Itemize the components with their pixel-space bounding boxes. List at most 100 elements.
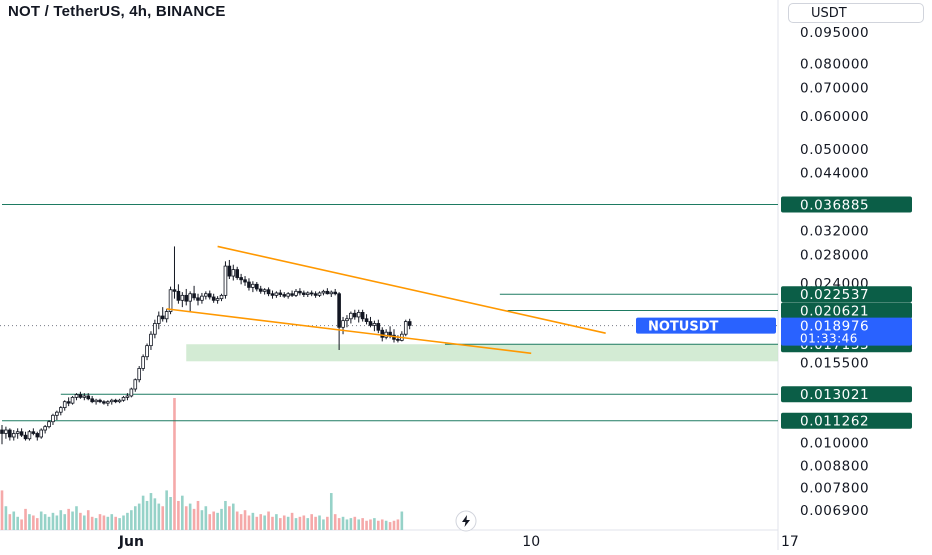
price-tick-label: 0.070000 (800, 81, 869, 97)
volume-bar (90, 516, 94, 530)
volume-bar (349, 518, 353, 530)
candle-body (349, 312, 353, 320)
price-tick-label: 0.044000 (800, 165, 869, 181)
candle-body (168, 289, 173, 312)
price-tick-label: 0.028000 (800, 248, 869, 264)
volume-bar (169, 497, 172, 530)
volume-bar (235, 511, 239, 530)
volume-bar (106, 516, 110, 530)
volume-bar (251, 512, 255, 530)
volume-bar (181, 495, 184, 530)
candle-body (305, 292, 310, 295)
candle-body (345, 318, 349, 322)
volume-bar (161, 506, 165, 530)
candle-body (106, 401, 110, 404)
price-tick-label: 0.060000 (800, 109, 869, 125)
candle-body (145, 345, 149, 358)
volume-bar (267, 511, 270, 530)
candle-body (380, 329, 385, 338)
candle-body (321, 290, 326, 294)
candle-body (109, 399, 114, 403)
volume-bar (173, 398, 176, 530)
candle-body (172, 289, 177, 292)
volume-bar (122, 515, 125, 530)
candle-body (86, 395, 91, 400)
candle-body (70, 396, 75, 404)
candle-body (258, 288, 263, 292)
level-price-label: 0.013021 (800, 387, 869, 403)
candle-body (204, 293, 208, 297)
candle-body (352, 312, 357, 318)
volume-bar (384, 520, 388, 530)
candle-body (211, 296, 216, 301)
candle-body (254, 283, 259, 290)
volume-bar (228, 506, 231, 530)
volume-bar (0, 490, 4, 530)
candle-body (125, 395, 130, 398)
volume-bar (157, 503, 161, 530)
candle-body (4, 429, 8, 434)
level-price-label-bg (781, 286, 912, 303)
volume-bar (126, 512, 129, 530)
volume-bar (43, 514, 47, 530)
symbol-label-bg (636, 317, 776, 334)
volume-bar (286, 516, 290, 530)
candle-body (329, 291, 334, 295)
level-price-label: 0.036885 (800, 197, 869, 213)
candle-body (129, 388, 134, 397)
candle-body (94, 399, 98, 403)
candle-body (113, 399, 118, 403)
candle-body (19, 431, 24, 436)
volume-bar (290, 512, 294, 530)
candle-body (219, 294, 224, 300)
volume-bar (337, 518, 341, 530)
volume-bar (12, 511, 16, 530)
candle-body (247, 281, 251, 288)
volume-bar (392, 520, 396, 530)
volume-bar (239, 514, 243, 530)
volume-bar (114, 516, 117, 530)
volume-bar (318, 515, 321, 530)
candle-body (121, 396, 126, 401)
candle-body (223, 265, 228, 296)
price-tick-label: 0.010000 (800, 435, 869, 451)
price-tick-label: 0.006900 (800, 503, 869, 519)
symbol-title: NOT / TetherUS, 4h, BINANCE (8, 3, 226, 20)
volume-bar (322, 519, 325, 530)
volume-bar (357, 519, 361, 530)
candle-body (278, 292, 283, 295)
level-price-label: 0.022537 (800, 287, 869, 303)
volume-bar (86, 510, 90, 530)
candle-body (360, 312, 365, 320)
volume-bar (24, 508, 27, 530)
volume-bar (314, 516, 317, 530)
volume-bar (369, 519, 372, 530)
volume-bar (67, 508, 70, 530)
volume-bar (130, 510, 133, 530)
volume-bar (377, 520, 380, 530)
candle-body (215, 298, 220, 301)
candle-body (133, 379, 138, 390)
level-price-label: 0.020621 (800, 303, 869, 319)
candle-body (274, 292, 279, 296)
volume-bar (79, 512, 82, 530)
candle-body (294, 290, 298, 296)
volume-bar (184, 506, 188, 530)
candle-body (35, 433, 40, 438)
volume-bar (365, 520, 368, 530)
level-price-label-bg (781, 386, 912, 403)
volume-bar (259, 514, 263, 530)
trendline[interactable] (166, 308, 532, 355)
volume-bar (141, 495, 145, 530)
candle-body (298, 290, 302, 294)
candle-body (62, 401, 67, 409)
candle-body (149, 333, 153, 347)
volume-bar (55, 515, 59, 530)
currency-button[interactable]: USDT (788, 3, 924, 23)
replay-flash-icon[interactable] (455, 510, 477, 532)
volume-bar (275, 514, 278, 530)
candle-body (137, 368, 142, 381)
trendline[interactable] (217, 245, 606, 334)
